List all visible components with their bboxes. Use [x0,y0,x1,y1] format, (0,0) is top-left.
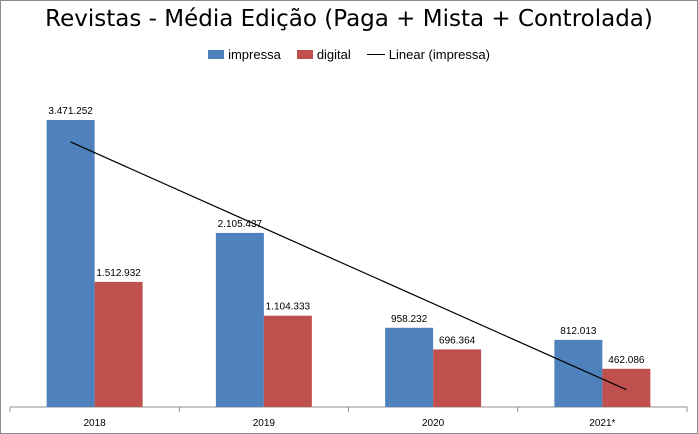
trendline-impressa [70,141,627,391]
data-label-impressa: 3.471.252 [48,106,93,117]
x-tick-label: 2021* [589,418,615,429]
legend-item-digital: digital [296,47,351,62]
legend-swatch-digital [296,50,313,59]
bar-impressa [215,232,264,407]
data-label-impressa: 958.232 [391,314,428,325]
x-tick-label: 2020 [422,418,445,429]
data-label-impressa: 2.105.437 [218,219,263,230]
chart-title: Revistas - Média Edição (Paga + Mista + … [45,6,653,32]
bar-digital [263,315,312,407]
legend-label-impressa: impressa [228,47,281,62]
bar-impressa [554,339,603,407]
bar-digital [94,281,143,407]
legend: impressa digital Linear (impressa) [0,47,698,62]
x-tick-label: 2018 [84,418,107,429]
bar-impressa [46,120,95,407]
data-label-impressa: 812.013 [560,326,597,337]
legend-label-digital: digital [316,47,351,62]
legend-label-trendline: Linear (impressa) [388,47,490,62]
x-tick-label: 2019 [253,418,276,429]
legend-item-trendline: Linear (impressa) [366,47,490,62]
bar-digital [433,349,482,407]
bar-impressa [385,327,434,407]
data-label-digital: 1.512.932 [96,268,141,279]
legend-item-impressa: impressa [208,47,281,62]
legend-swatch-impressa [208,50,225,59]
data-label-digital: 462.086 [608,355,645,366]
data-label-digital: 696.364 [439,335,476,346]
legend-swatch-trendline [366,54,385,55]
bar-digital [602,368,651,407]
data-label-digital: 1.104.333 [266,302,311,313]
